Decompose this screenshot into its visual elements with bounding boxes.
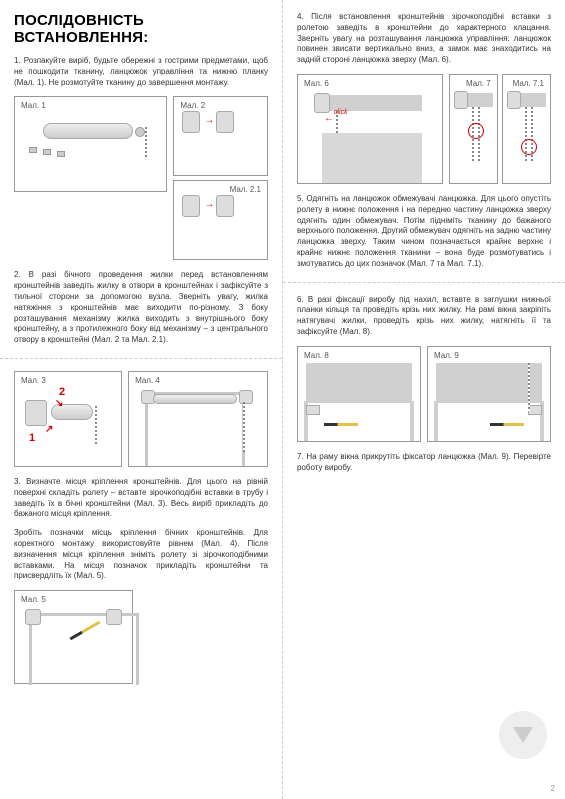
step-1-text: 1. Розпакуйте виріб, будьте обережні з г… [14, 56, 268, 88]
page: ПОСЛІДОВНІСТЬ ВСТАНОВЛЕННЯ: 1. Розпакуйт… [0, 0, 565, 799]
figure-1: Мал. 1 [14, 96, 167, 192]
figure-4: Мал. 4 [128, 371, 268, 467]
figure-7: Мал. 7 [449, 74, 498, 184]
figure-row-2: Мал. 3 1 2 ↗ ↘ Мал. 4 [14, 371, 268, 467]
figure-row-1: Мал. 1 Мал. 2 → Мал. 2. [14, 96, 268, 260]
figure-2: Мал. 2 → [173, 96, 268, 176]
figure-2-1: Мал. 2.1 → [173, 180, 268, 260]
fig-6-label: Мал. 6 [304, 79, 329, 88]
figure-row-4: Мал. 6 ← click Мал. 7 [297, 74, 551, 184]
figure-5: Мал. 5 [14, 590, 133, 684]
figure-row-3: Мал. 5 [14, 590, 268, 684]
step-6-text: 6. В разі фіксації виробу під нахил, вст… [297, 295, 551, 338]
click-label: click [334, 109, 348, 116]
watermark-icon [499, 711, 547, 759]
main-title: ПОСЛІДОВНІСТЬ ВСТАНОВЛЕННЯ: [14, 12, 268, 46]
divider-2 [283, 282, 565, 283]
step-2-text: 2. В разі бічного проведення жилки перед… [14, 270, 268, 346]
step-3-text: 3. Визначте місця кріплення кронштейнів.… [14, 477, 268, 520]
step-4-text: 4. Після встановлення кронштейнів зірочк… [297, 12, 551, 66]
fig-21-label: Мал. 2.1 [230, 185, 261, 194]
figure-7-1: Мал. 7.1 [502, 74, 551, 184]
fig-1-content [15, 97, 166, 191]
fig-5-spacer [139, 590, 268, 684]
fig-7-label: Мал. 7 [466, 79, 491, 88]
fig-71-label: Мал. 7.1 [513, 79, 544, 88]
fig-2-label: Мал. 2 [180, 101, 205, 110]
figure-row-5: Мал. 8 Мал. 9 [297, 346, 551, 442]
divider-1 [0, 358, 282, 359]
fig-3-label: Мал. 3 [21, 376, 46, 385]
step-3b-text: Зробіть позначки місць кріплення бічних … [14, 528, 268, 582]
left-column: ПОСЛІДОВНІСТЬ ВСТАНОВЛЕННЯ: 1. Розпакуйт… [0, 0, 283, 799]
fig-9-label: Мал. 9 [434, 351, 459, 360]
step-5-text: 5. Одягніть на ланцюжок обмежувачі ланцю… [297, 194, 551, 270]
page-number: 2 [551, 784, 555, 793]
figure-8: Мал. 8 [297, 346, 421, 442]
fig-4-label: Мал. 4 [135, 376, 160, 385]
figure-9: Мал. 9 [427, 346, 551, 442]
step-7-text: 7. На раму вікна прикрутіть фіксатор лан… [297, 452, 551, 474]
figure-6: Мал. 6 ← click [297, 74, 443, 184]
fig-8-label: Мал. 8 [304, 351, 329, 360]
figure-3: Мал. 3 1 2 ↗ ↘ [14, 371, 122, 467]
right-column: 4. Після встановлення кронштейнів зірочк… [283, 0, 565, 799]
fig-5-label: Мал. 5 [21, 595, 46, 604]
figure-2-group: Мал. 2 → Мал. 2.1 → [173, 96, 268, 260]
